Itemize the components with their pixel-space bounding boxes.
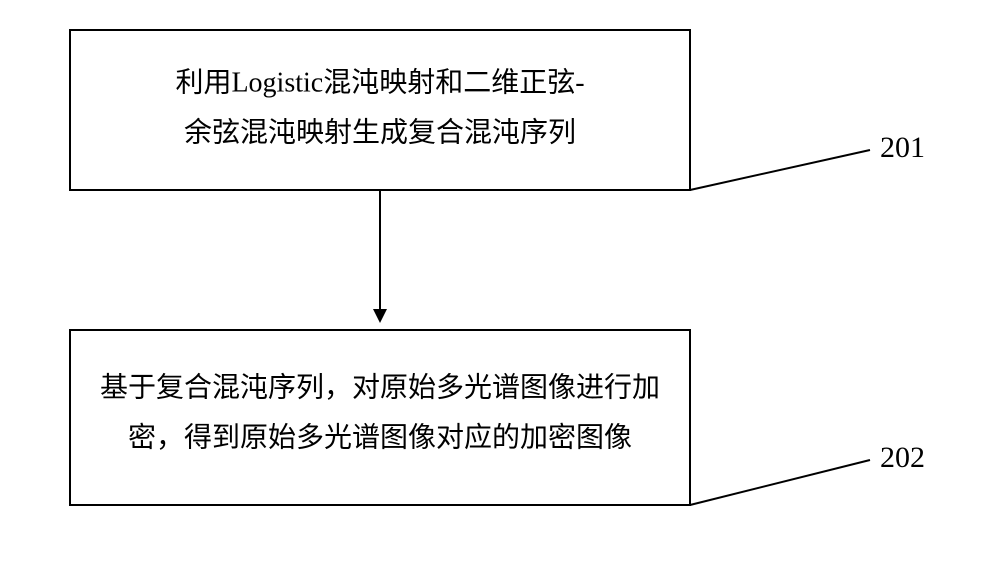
node-202-line2: 密，得到原始多光谱图像对应的加密图像 [128, 421, 632, 453]
node-202-line1: 基于复合混沌序列，对原始多光谱图像进行加 [100, 371, 660, 403]
node-box-201 [70, 30, 690, 190]
flow-node-201: 利用Logistic混沌映射和二维正弦- 余弦混沌映射生成复合混沌序列 [70, 30, 690, 190]
leader-line-201 [690, 150, 870, 190]
flow-node-202: 基于复合混沌序列，对原始多光谱图像进行加 密，得到原始多光谱图像对应的加密图像 [70, 330, 690, 505]
node-201-line1: 利用Logistic混沌映射和二维正弦- [175, 66, 584, 98]
node-label-201: 201 [880, 131, 925, 164]
leader-line-202 [690, 460, 870, 505]
node-box-202 [70, 330, 690, 505]
node-label-202: 202 [880, 441, 925, 474]
flowchart-canvas: 利用Logistic混沌映射和二维正弦- 余弦混沌映射生成复合混沌序列 201 … [0, 0, 1000, 565]
node-201-line2: 余弦混沌映射生成复合混沌序列 [184, 116, 576, 148]
